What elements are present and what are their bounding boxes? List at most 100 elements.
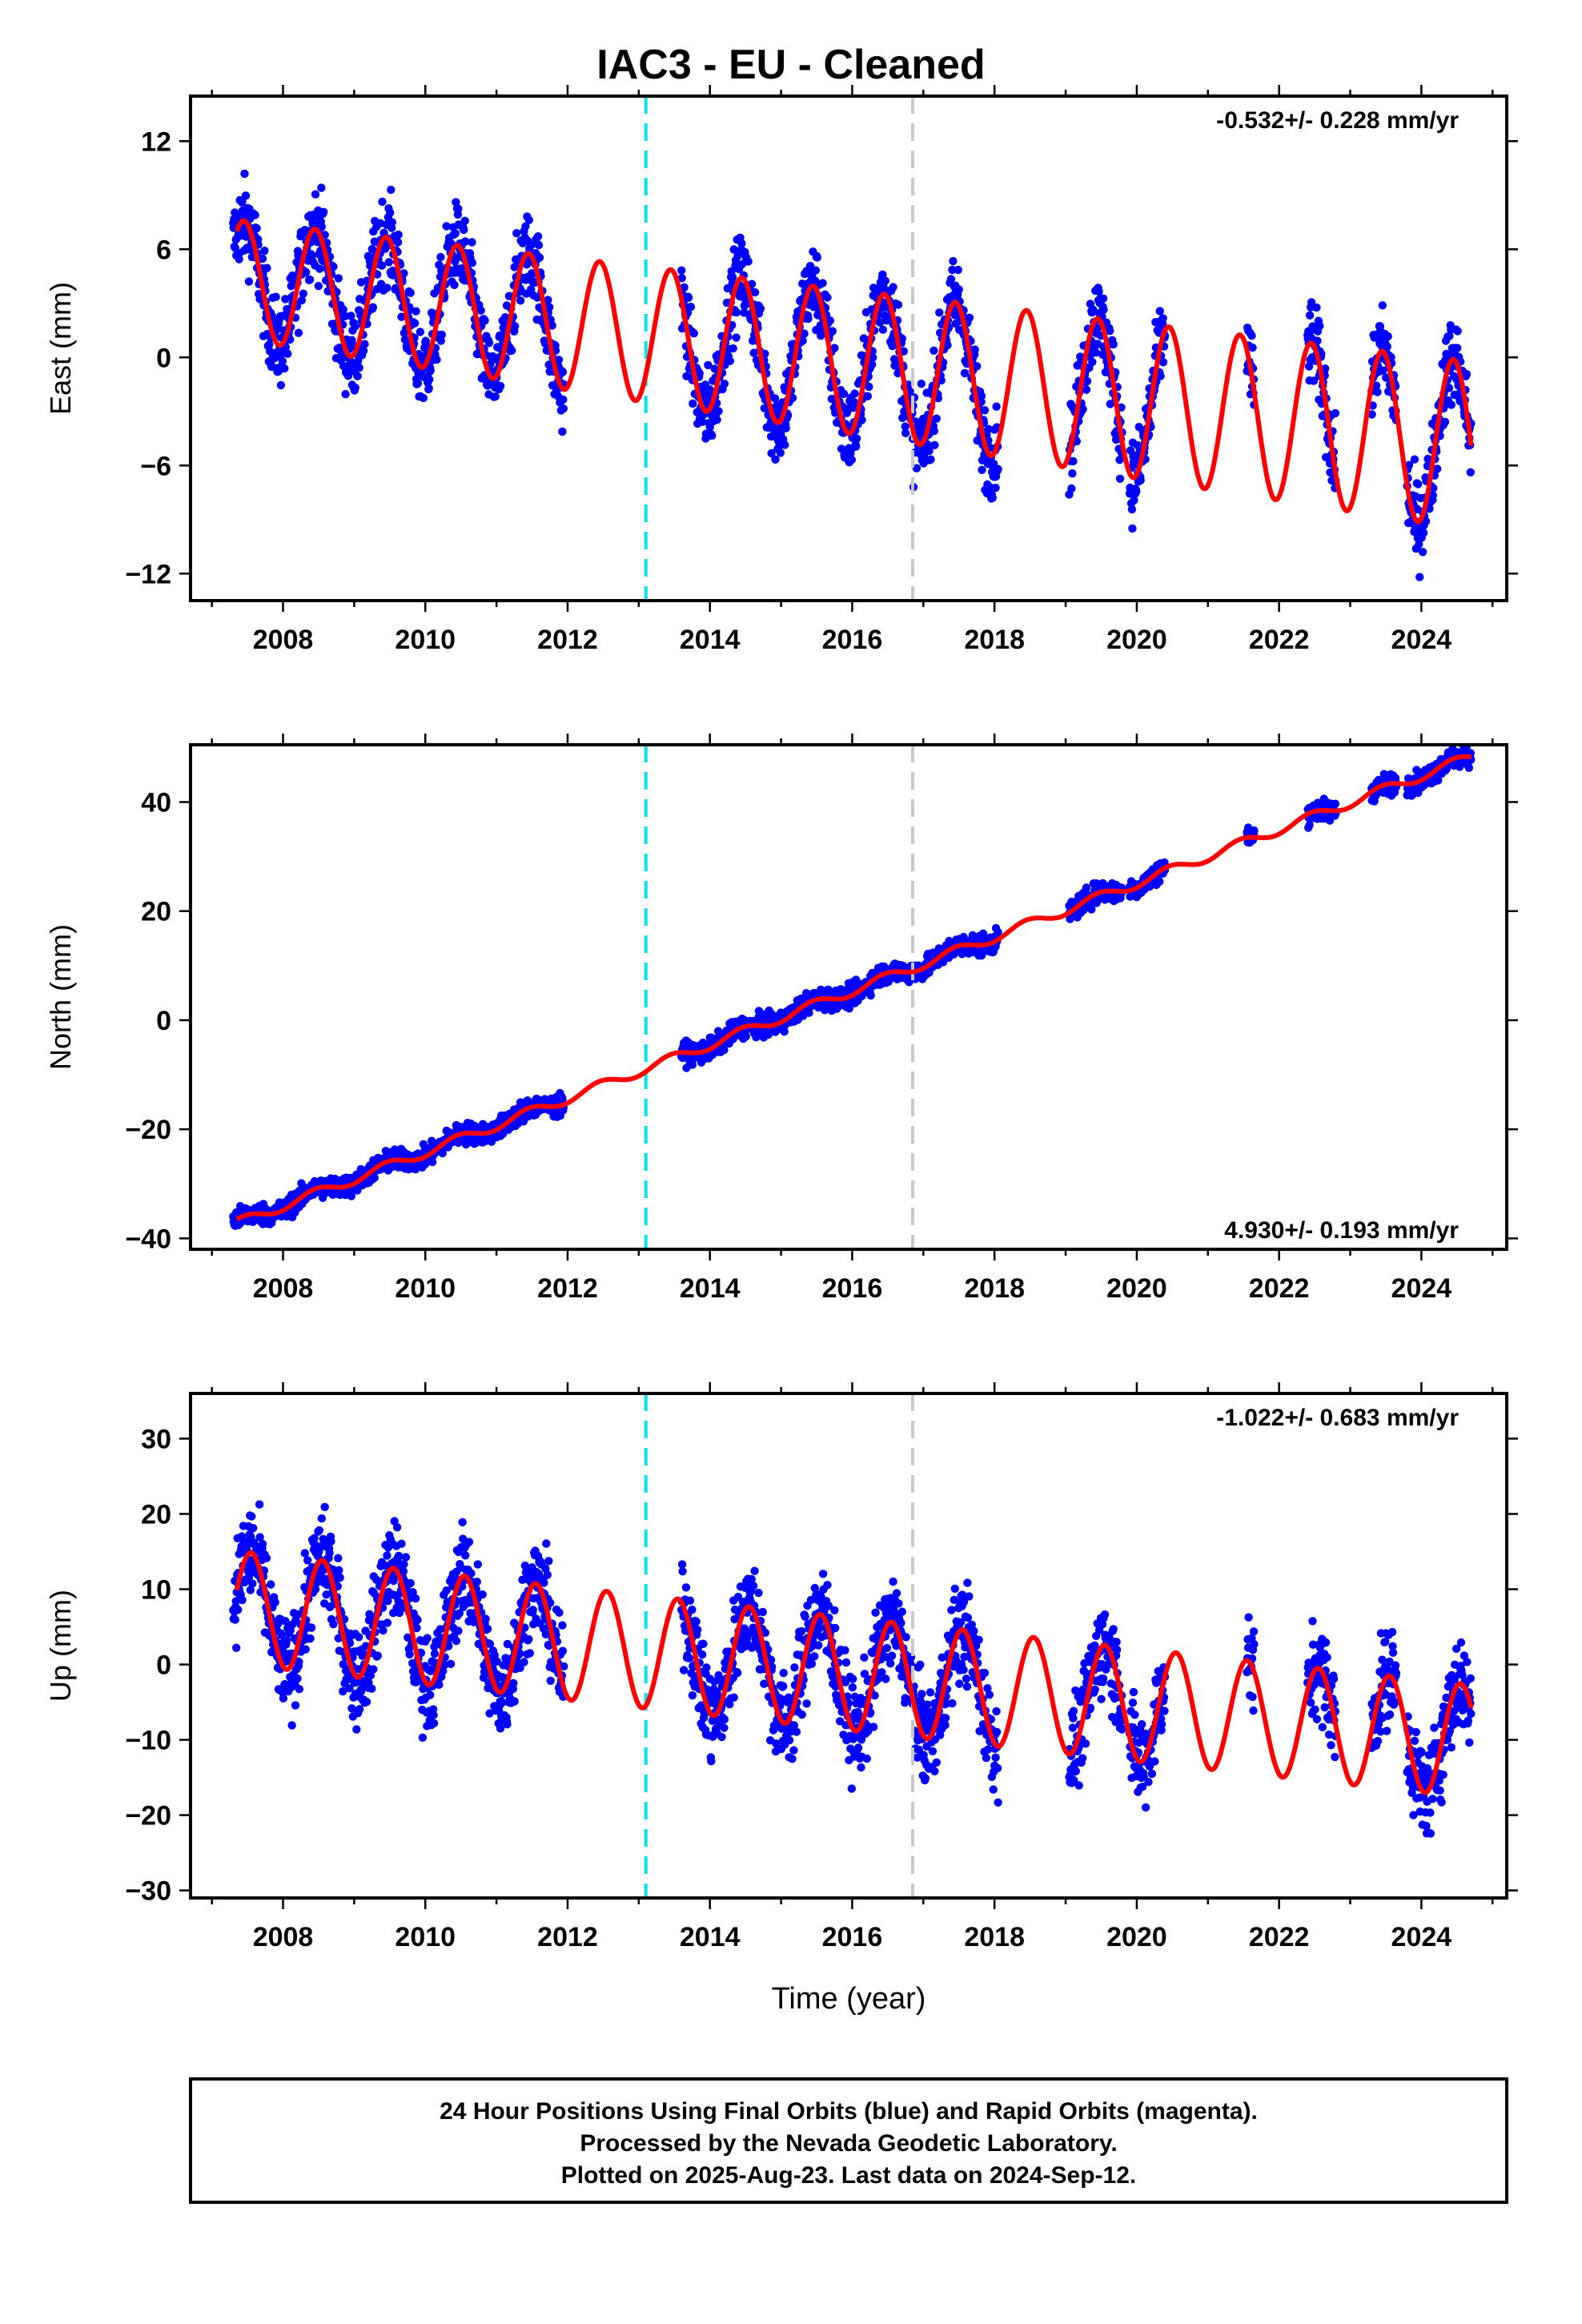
data-point bbox=[369, 1665, 378, 1674]
data-point bbox=[1307, 298, 1316, 307]
data-point bbox=[977, 392, 986, 400]
data-point bbox=[512, 229, 521, 238]
data-point bbox=[708, 431, 717, 440]
data-point bbox=[265, 340, 274, 349]
data-point bbox=[302, 267, 311, 277]
data-point bbox=[1248, 343, 1257, 352]
data-point bbox=[325, 1549, 334, 1558]
data-point bbox=[750, 287, 760, 297]
x-tick-label: 2016 bbox=[822, 625, 883, 655]
figure-title: IAC3 - EU - Cleaned bbox=[596, 42, 985, 88]
data-point bbox=[1321, 364, 1330, 373]
data-point bbox=[401, 1553, 411, 1562]
data-point bbox=[548, 321, 556, 330]
data-point bbox=[235, 255, 243, 263]
data-point bbox=[1078, 404, 1087, 414]
data-point bbox=[436, 252, 445, 262]
data-point bbox=[1440, 417, 1450, 427]
data-point bbox=[1313, 336, 1322, 345]
data-point bbox=[468, 259, 477, 267]
data-point bbox=[1155, 877, 1164, 887]
data-point bbox=[994, 464, 1002, 473]
data-point bbox=[776, 448, 785, 457]
panel-north: 2008 2010 2012 2014 2016 2018 2020 2022 2024−40−… bbox=[44, 734, 1518, 1304]
data-point bbox=[251, 211, 259, 219]
data-point bbox=[1433, 464, 1442, 473]
data-point bbox=[1414, 480, 1423, 489]
data-point bbox=[1094, 287, 1103, 296]
data-point bbox=[781, 424, 790, 432]
data-point bbox=[978, 465, 986, 474]
data-point bbox=[897, 334, 907, 343]
data-point bbox=[271, 1598, 279, 1607]
data-point bbox=[360, 340, 369, 348]
data-point bbox=[1082, 376, 1092, 386]
data-point bbox=[320, 1502, 329, 1512]
data-point bbox=[317, 183, 326, 192]
data-point bbox=[232, 1643, 241, 1652]
data-point bbox=[1127, 505, 1137, 514]
data-point bbox=[379, 1626, 387, 1635]
y-tick-label: −12 bbox=[125, 559, 171, 589]
data-point bbox=[334, 1554, 343, 1562]
data-point bbox=[287, 1721, 296, 1730]
data-point bbox=[533, 232, 543, 241]
data-point bbox=[329, 1619, 338, 1629]
data-point bbox=[460, 225, 468, 235]
data-point bbox=[811, 266, 820, 275]
data-point bbox=[383, 1551, 391, 1560]
data-point bbox=[317, 1514, 326, 1523]
data-point bbox=[558, 368, 568, 376]
data-point bbox=[771, 455, 780, 464]
data-point bbox=[249, 1524, 258, 1533]
x-tick-label: 2024 bbox=[1391, 625, 1452, 655]
data-point bbox=[729, 245, 738, 254]
data-point bbox=[375, 219, 385, 227]
data-point bbox=[930, 440, 939, 449]
x-tick-label: 2022 bbox=[1249, 625, 1310, 655]
data-point bbox=[1331, 408, 1340, 418]
data-point bbox=[303, 1556, 312, 1565]
data-point bbox=[355, 1633, 363, 1642]
data-point bbox=[878, 325, 888, 334]
data-point bbox=[1091, 348, 1100, 357]
data-point bbox=[857, 416, 866, 424]
data-point bbox=[293, 1674, 302, 1683]
data-point bbox=[370, 1173, 379, 1182]
data-point bbox=[1383, 332, 1392, 341]
data-point bbox=[359, 346, 368, 356]
data-points bbox=[229, 745, 1476, 1230]
data-point bbox=[387, 218, 396, 227]
data-point bbox=[1106, 327, 1114, 336]
data-point bbox=[315, 1526, 323, 1535]
data-point bbox=[741, 1032, 750, 1041]
data-point bbox=[970, 345, 979, 354]
data-point bbox=[351, 322, 359, 332]
data-point bbox=[258, 254, 267, 263]
data-point bbox=[352, 1725, 361, 1734]
x-tick-label: 2010 bbox=[395, 1273, 456, 1304]
data-point bbox=[461, 237, 470, 246]
data-point bbox=[1082, 385, 1091, 394]
data-point bbox=[334, 274, 343, 283]
data-point bbox=[680, 283, 689, 292]
data-point bbox=[559, 395, 568, 404]
data-point bbox=[394, 230, 403, 239]
data-point bbox=[889, 283, 897, 292]
data-point bbox=[428, 1157, 437, 1167]
data-point bbox=[1068, 469, 1077, 478]
data-point bbox=[733, 251, 742, 260]
data-point bbox=[373, 1651, 382, 1660]
data-point bbox=[554, 356, 564, 364]
data-point bbox=[992, 402, 1001, 411]
data-point bbox=[247, 1512, 256, 1521]
data-point bbox=[317, 223, 326, 231]
data-point bbox=[893, 300, 903, 309]
data-point bbox=[413, 379, 423, 388]
data-point bbox=[524, 215, 533, 224]
data-point bbox=[980, 406, 990, 415]
data-point bbox=[559, 404, 568, 413]
data-point bbox=[314, 282, 323, 291]
y-tick-label: 12 bbox=[141, 127, 171, 157]
